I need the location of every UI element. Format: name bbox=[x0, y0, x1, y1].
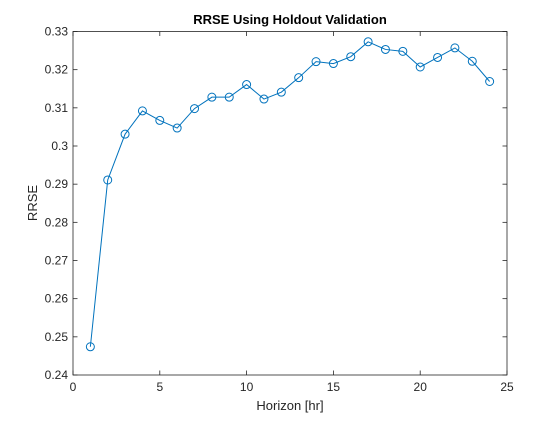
data-point-marker bbox=[294, 73, 304, 83]
axes-box bbox=[72, 31, 508, 376]
data-point-marker bbox=[85, 342, 95, 352]
x-tick-label: 5 bbox=[156, 380, 163, 394]
y-tick-label: 0.33 bbox=[45, 25, 69, 39]
data-point-marker bbox=[433, 52, 443, 62]
y-tick-label: 0.3 bbox=[51, 139, 68, 153]
x-tick-label: 15 bbox=[327, 380, 341, 394]
data-point-marker bbox=[415, 62, 425, 72]
series-layer bbox=[85, 37, 495, 352]
y-tick-label: 0.29 bbox=[45, 177, 69, 191]
data-point-marker bbox=[155, 115, 165, 125]
chart-title: RRSE Using Holdout Validation bbox=[193, 12, 387, 27]
y-tick-label: 0.28 bbox=[45, 215, 69, 229]
data-point-marker bbox=[224, 92, 234, 102]
plot-area bbox=[73, 31, 507, 375]
y-tick-label: 0.32 bbox=[45, 63, 69, 77]
data-point-marker bbox=[172, 123, 182, 133]
data-point-marker bbox=[363, 37, 373, 47]
data-point-marker bbox=[207, 92, 217, 102]
y-tick-label: 0.27 bbox=[45, 254, 69, 268]
y-tick-label: 0.26 bbox=[45, 292, 69, 306]
x-axis: 0 5 10 15 20 25 bbox=[70, 31, 514, 394]
y-tick-label: 0.25 bbox=[45, 330, 69, 344]
data-point-marker bbox=[276, 87, 286, 97]
data-point-marker bbox=[311, 57, 321, 67]
y-axis: 0.24 0.25 0.26 0.27 0.28 0.29 0.3 0.31 0.32 0.33 bbox=[45, 25, 507, 382]
x-tick-label: 0 bbox=[70, 380, 77, 394]
data-point-marker bbox=[467, 56, 477, 66]
series-line bbox=[89, 41, 491, 347]
data-point-marker bbox=[398, 46, 408, 56]
data-point-marker bbox=[450, 43, 460, 53]
data-point-marker bbox=[103, 175, 113, 185]
data-point-marker bbox=[259, 94, 269, 104]
data-point-marker bbox=[120, 129, 130, 139]
data-point-marker bbox=[328, 59, 338, 69]
y-tick-label: 0.31 bbox=[45, 101, 69, 115]
x-tick-label: 25 bbox=[500, 380, 514, 394]
x-axis-label: Horizon [hr] bbox=[256, 398, 323, 413]
data-point-marker bbox=[485, 76, 495, 86]
data-point-marker bbox=[346, 52, 356, 62]
data-point-marker bbox=[380, 44, 390, 54]
data-point-marker bbox=[137, 106, 147, 116]
data-point-marker bbox=[190, 104, 200, 114]
x-tick-label: 10 bbox=[240, 380, 254, 394]
y-tick-label: 0.24 bbox=[45, 368, 69, 382]
y-axis-label: RRSE bbox=[25, 185, 40, 221]
x-tick-label: 20 bbox=[414, 380, 428, 394]
data-point-marker bbox=[242, 80, 252, 90]
